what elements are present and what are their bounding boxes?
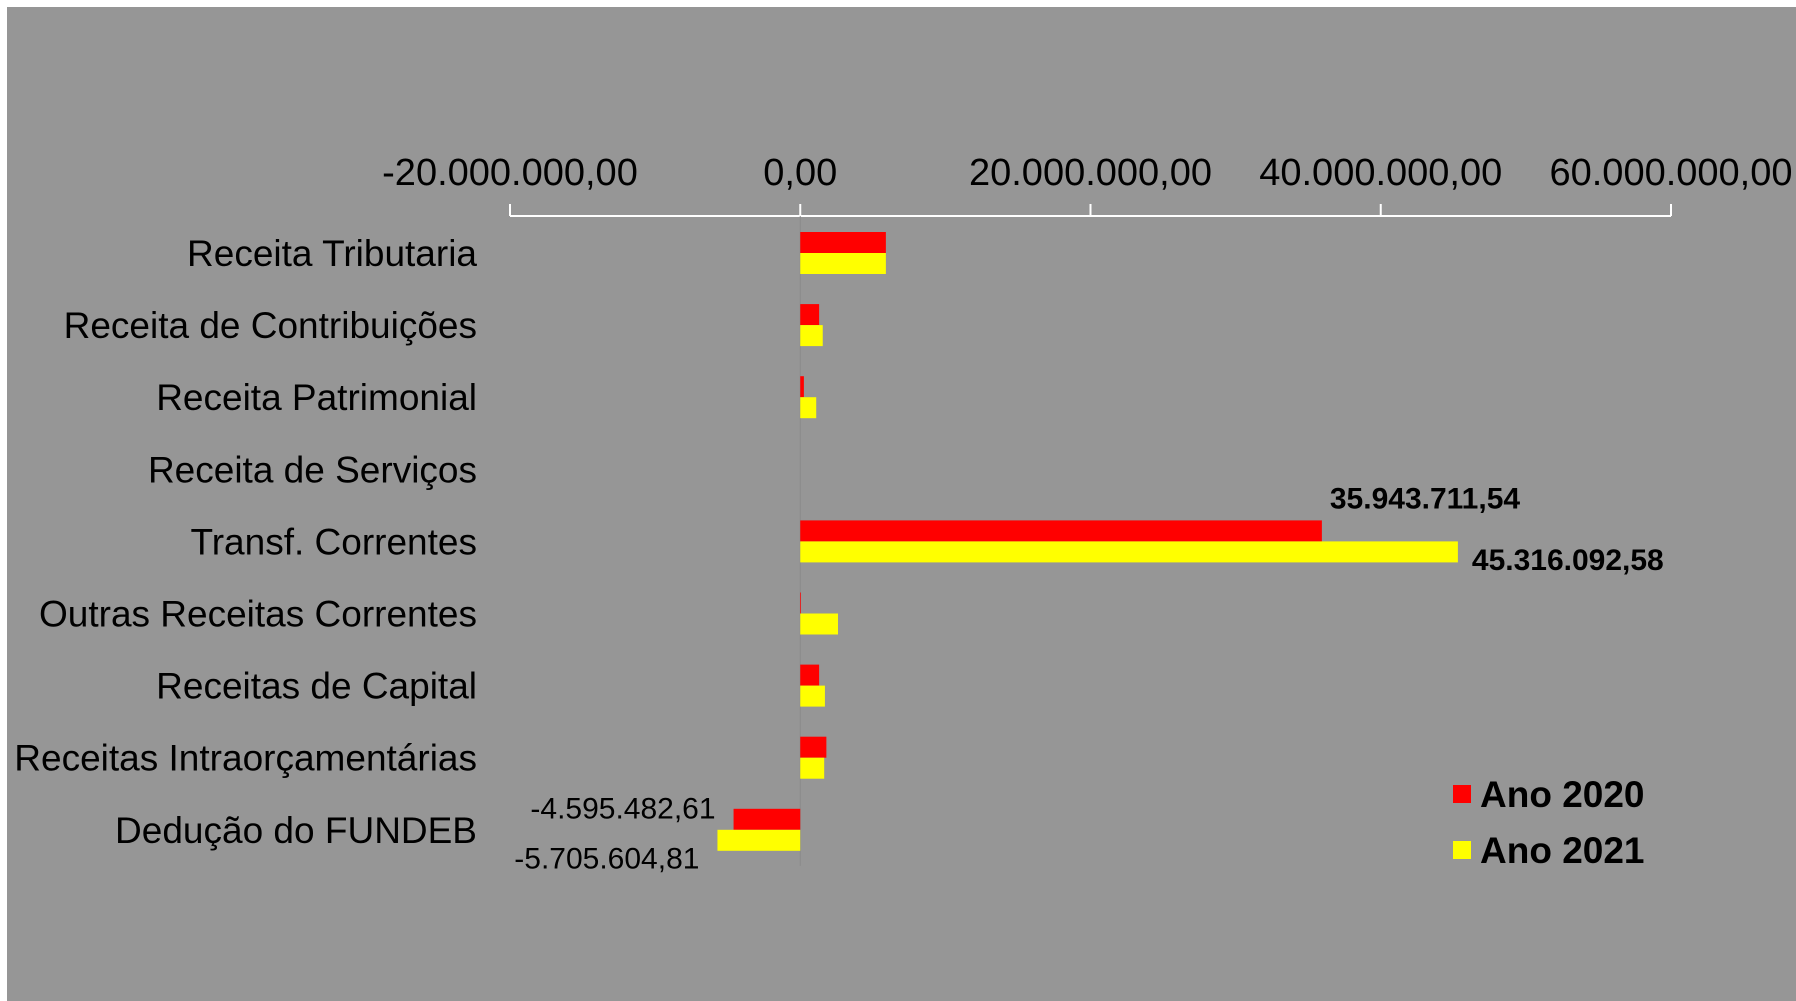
category-label: Receita Patrimonial — [156, 377, 477, 418]
x-tick-label: 40.000.000,00 — [1259, 152, 1502, 194]
bar — [800, 376, 804, 398]
x-axis: -20.000.000,00 0,00 20.000.000,00 40.000.00… — [382, 152, 1793, 866]
bar — [800, 757, 825, 779]
data-label: -5.705.604,81 — [514, 842, 699, 875]
legend-label: Ano 2020 — [1480, 774, 1645, 815]
data-label: 35.943.711,54 — [1330, 482, 1521, 515]
chart-background — [7, 7, 1796, 1001]
data-label: -4.595.482,61 — [530, 792, 715, 825]
x-tick-label: 20.000.000,00 — [969, 152, 1212, 194]
bar — [800, 541, 1458, 563]
bar — [800, 232, 886, 253]
legend-swatch — [1453, 841, 1471, 859]
bar — [800, 325, 823, 347]
bar — [800, 397, 817, 419]
category-label: Transf. Correntes — [191, 521, 478, 562]
data-labels: 35.943.711,54 45.316.092,58 -4.595.482,61 -… — [514, 482, 1663, 875]
category-label: Receita de Serviços — [148, 449, 477, 490]
bar — [733, 808, 801, 830]
legend: Ano 2020 Ano 2021 — [1453, 774, 1645, 871]
bar — [800, 613, 838, 635]
category-label: Receita Tributaria — [187, 233, 477, 274]
legend-label: Ano 2021 — [1480, 830, 1645, 871]
bar — [800, 253, 886, 274]
bar — [800, 685, 825, 707]
category-label: Receita de Contribuições — [64, 305, 477, 346]
bar — [800, 664, 820, 686]
legend-swatch — [1453, 785, 1471, 803]
data-label: 45.316.092,58 — [1472, 544, 1664, 577]
bar — [800, 520, 1322, 542]
category-label: Receitas de Capital — [156, 666, 477, 707]
category-label: Receitas Intraorçamentárias — [14, 738, 477, 779]
bars — [717, 232, 1458, 851]
bar — [800, 592, 801, 614]
category-label: Outras Receitas Correntes — [39, 594, 477, 635]
x-tick-label: 60.000.000,00 — [1549, 152, 1792, 194]
bar — [717, 829, 801, 851]
category-label: Dedução do FUNDEB — [115, 810, 477, 851]
bar — [800, 304, 820, 326]
x-tick-label: -20.000.000,00 — [382, 152, 638, 194]
category-labels: Receita Tributaria Receita de Contribuiçõ… — [14, 233, 477, 851]
x-tick-label: 0,00 — [763, 152, 837, 194]
bar — [800, 736, 827, 758]
